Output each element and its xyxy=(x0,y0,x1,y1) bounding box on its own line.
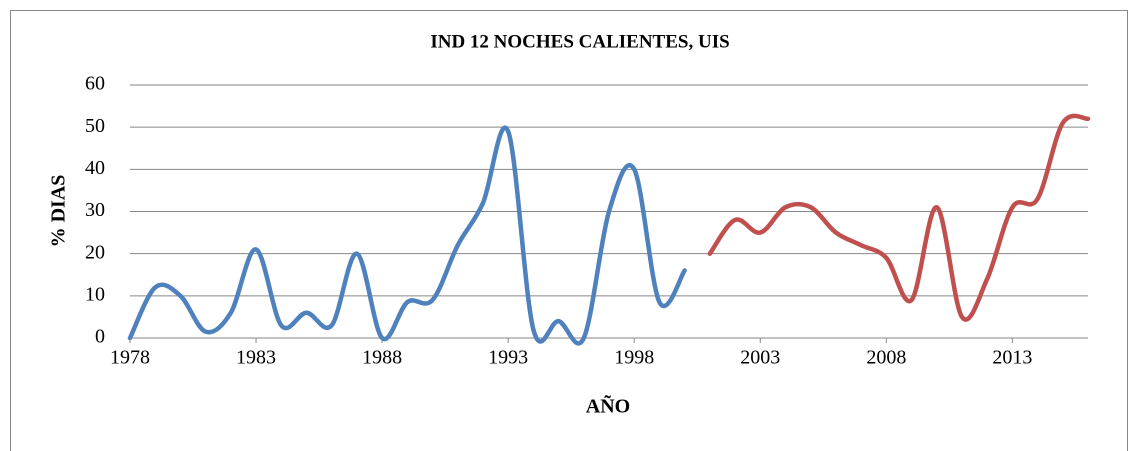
y-tick-label: 30 xyxy=(85,199,105,221)
x-tick-label: 1993 xyxy=(488,347,528,369)
y-tick-label: 50 xyxy=(85,115,105,137)
x-tick-label: 1998 xyxy=(614,347,654,369)
chart-title: IND 12 NOCHES CALIENTES, UIS xyxy=(430,31,729,52)
chart-frame xyxy=(10,10,1128,451)
x-tick-label: 2013 xyxy=(992,347,1032,369)
series-line xyxy=(707,113,1091,322)
series-line xyxy=(127,125,687,346)
x-tick-label: 1988 xyxy=(362,347,402,369)
x-tick-label: 2008 xyxy=(866,347,906,369)
y-tick-label: 0 xyxy=(95,326,105,348)
x-tick-label: 1978 xyxy=(110,347,150,369)
x-tick-label: 1983 xyxy=(236,347,276,369)
x-axis-label: AÑO xyxy=(586,395,630,418)
y-tick-label: 40 xyxy=(85,157,105,179)
y-tick-label: 20 xyxy=(85,241,105,263)
y-tick-label: 10 xyxy=(85,283,105,305)
y-tick-label: 60 xyxy=(85,73,105,95)
y-axis-label: % DIAS xyxy=(48,175,70,248)
x-tick-label: 2003 xyxy=(740,347,780,369)
